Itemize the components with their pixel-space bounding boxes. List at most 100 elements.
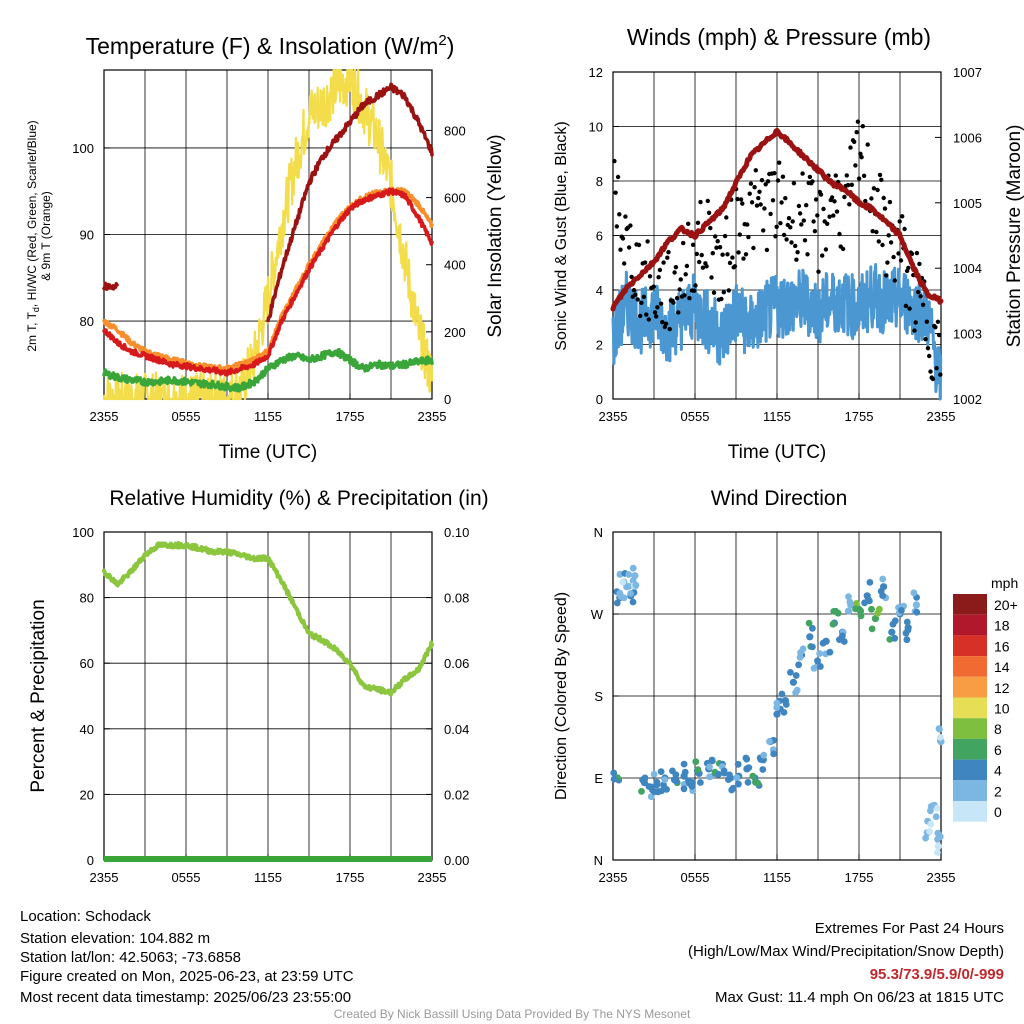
sonic-wind-line (611, 263, 943, 401)
max-gust: Max Gust: 11.4 mph On 06/23 at 1815 UTC (714, 989, 1004, 1006)
gust-point (874, 229, 879, 235)
direction-point (936, 725, 943, 733)
gust-point (665, 255, 670, 260)
dir-ytick-label: S (594, 689, 603, 704)
direction-point (726, 771, 733, 779)
direction-point (888, 628, 896, 636)
wind-title: Winds (mph) & Pressure (mb) (627, 24, 931, 50)
legend-swatch (953, 614, 987, 636)
gust-point (793, 243, 798, 249)
legend-label: 14 (994, 659, 1010, 675)
direction-point (853, 600, 860, 607)
direction-point (680, 760, 688, 768)
gust-point (770, 198, 776, 203)
wind-y2tick-label: 1007 (953, 65, 982, 80)
direction-point (619, 578, 627, 586)
gust-point (924, 319, 929, 324)
direction-point (839, 632, 846, 640)
gust-point (863, 198, 868, 204)
direction-point (766, 738, 773, 745)
gust-point (644, 312, 649, 317)
gust-point (796, 203, 802, 209)
rh-y2tick-label: 0.08 (444, 591, 469, 606)
direction-point (814, 657, 821, 665)
rh-xtick-label: 2355 (418, 870, 447, 885)
pressure-line (610, 127, 944, 312)
direction-point (926, 828, 933, 835)
direction-point (745, 764, 753, 771)
direction-point (661, 776, 669, 784)
rh-xtick-label: 2355 (90, 870, 119, 885)
gust-point (735, 196, 740, 202)
dir-ytick-label: N (594, 853, 603, 868)
direction-point (903, 636, 911, 644)
gust-point (751, 245, 756, 251)
gust-point (925, 346, 931, 351)
direction-point (641, 774, 649, 782)
rh-y2tick-label: 0.06 (444, 656, 469, 671)
dir-xtick-label: 1155 (763, 870, 791, 885)
gust-point (686, 221, 691, 226)
direction-point (876, 605, 883, 613)
gust-point (642, 260, 648, 265)
direction-point (780, 709, 788, 716)
gust-point (641, 294, 647, 299)
gust-point (639, 300, 644, 305)
gust-point (719, 296, 724, 302)
gust-point (790, 219, 795, 224)
gust-point (725, 252, 730, 257)
footer-created: Figure created on Mon, 2025-06-23, at 23… (20, 968, 354, 985)
direction-point (663, 786, 670, 793)
legend-swatch (953, 594, 987, 615)
wind-ytick-label: 12 (589, 65, 603, 80)
gust-point (715, 239, 720, 244)
gust-point (671, 300, 676, 305)
wind-xtick-label: 2355 (927, 409, 956, 424)
gust-point (673, 265, 679, 270)
direction-point (857, 612, 865, 620)
direction-point (627, 590, 634, 597)
wind-ytick-label: 6 (596, 229, 603, 244)
gust-point (697, 259, 702, 265)
legend-label: 0 (994, 804, 1002, 820)
gust-point (892, 278, 897, 283)
gust-point (773, 234, 778, 239)
direction-point (686, 780, 693, 787)
gust-point (902, 226, 907, 232)
gust-point (848, 145, 853, 150)
gust-point (657, 267, 663, 273)
gust-point (746, 234, 751, 240)
gust-point (820, 253, 825, 258)
legend-label: 18 (994, 618, 1010, 634)
direction-point (782, 701, 790, 708)
rh-y2tick-label: 0.00 (444, 853, 469, 868)
gust-point (906, 265, 911, 271)
direction-point (902, 629, 910, 637)
gust-point (879, 177, 884, 182)
dir-ytick-label: N (594, 525, 603, 540)
gust-point (672, 270, 677, 275)
gust-point (779, 200, 784, 205)
direction-point (796, 654, 804, 661)
gust-point (801, 218, 806, 223)
direction-point (694, 766, 702, 774)
gust-point (858, 151, 863, 156)
gust-point (783, 196, 788, 201)
direction-point (692, 758, 700, 766)
gust-point (844, 173, 849, 178)
gust-point (800, 171, 805, 176)
gust-point (789, 240, 794, 245)
gust-point (778, 221, 783, 226)
dir-ytick-label: E (594, 771, 603, 786)
gust-point (710, 251, 715, 256)
direction-point (877, 587, 885, 595)
gust-point (705, 198, 710, 204)
direction-point (789, 678, 798, 686)
direction-point (706, 763, 713, 771)
gust-point (810, 179, 815, 184)
direction-point (650, 770, 658, 778)
direction-point (903, 618, 911, 626)
gust-point (832, 199, 837, 204)
gust-point (870, 229, 875, 234)
gust-point (900, 214, 905, 219)
